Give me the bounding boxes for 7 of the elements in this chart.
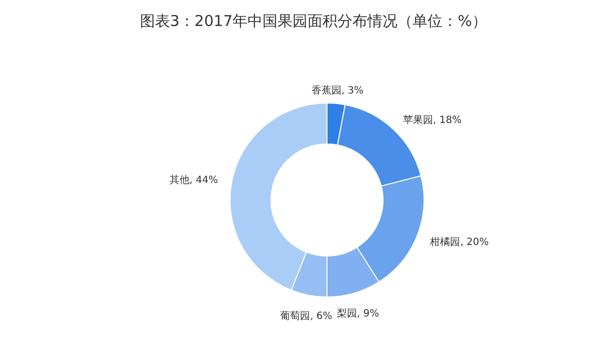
slice-label: 葡萄园, 6% <box>280 310 332 322</box>
slice-label: 柑橘园, 20% <box>429 236 489 248</box>
slice-label: 苹果园, 18% <box>402 114 462 126</box>
chart-title: 图表3：2017年中国果园面积分布情况（单位：%） <box>140 12 487 30</box>
slice-label: 香蕉园, 3% <box>311 84 364 96</box>
slice-label: 梨园, 9% <box>336 308 380 320</box>
slice-label: 其他, 44% <box>169 174 218 186</box>
